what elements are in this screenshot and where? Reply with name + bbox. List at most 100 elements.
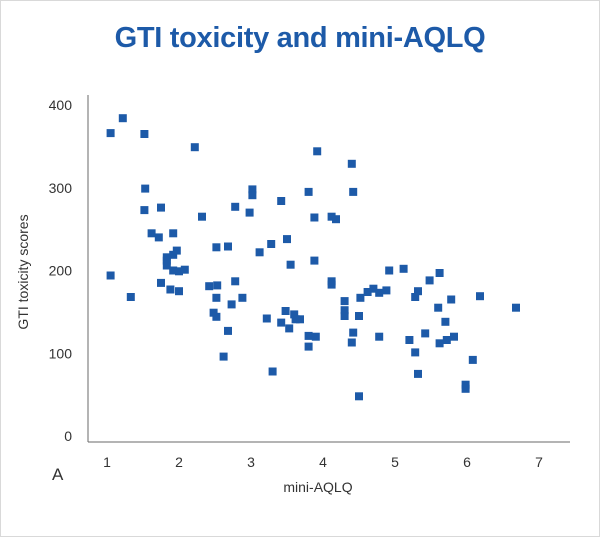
y-tick-label: 200 — [49, 263, 73, 279]
data-point — [347, 159, 356, 168]
data-point — [224, 242, 232, 251]
data-point — [512, 303, 520, 312]
x-tick-label: 5 — [391, 454, 399, 470]
data-point — [434, 303, 443, 312]
y-tick-label: 300 — [49, 180, 73, 196]
panel-label: A — [52, 465, 64, 484]
data-point — [162, 261, 171, 270]
data-point — [118, 114, 127, 123]
data-point — [147, 229, 156, 238]
data-point — [238, 293, 247, 302]
data-point — [304, 331, 313, 340]
data-point — [340, 297, 349, 306]
data-point — [349, 328, 358, 337]
data-point — [411, 348, 420, 357]
data-point — [375, 332, 384, 341]
data-point — [248, 191, 257, 200]
data-point — [141, 184, 150, 193]
y-tick-labels: 0 100 200 300 400 — [49, 97, 73, 444]
data-point — [175, 287, 183, 296]
x-tick-labels: 1 2 3 4 5 6 7 — [103, 454, 543, 470]
data-point — [268, 367, 277, 376]
data-point — [421, 329, 430, 338]
data-point — [172, 246, 181, 255]
data-point — [327, 212, 336, 221]
data-point — [231, 277, 240, 286]
data-point — [461, 384, 470, 393]
data-point — [435, 339, 444, 348]
data-point — [296, 315, 304, 324]
data-point — [356, 293, 365, 302]
data-point — [140, 206, 149, 215]
data-point — [245, 208, 254, 217]
data-point — [369, 284, 378, 293]
data-point — [414, 287, 422, 296]
data-point — [154, 233, 163, 242]
data-point — [304, 187, 313, 196]
data-point — [363, 288, 372, 296]
data-point — [311, 332, 320, 341]
data-point — [162, 256, 171, 265]
data-point — [277, 318, 286, 327]
data-point — [140, 130, 149, 138]
data-point — [411, 293, 420, 301]
data-point — [290, 310, 299, 319]
data-point — [166, 285, 175, 294]
chart-title: GTI toxicity and mini-AQLQ — [114, 22, 486, 54]
data-point — [224, 326, 232, 335]
data-point — [304, 342, 313, 351]
data-point — [213, 281, 222, 290]
data-point — [262, 314, 271, 323]
data-point — [340, 306, 349, 315]
data-point — [198, 212, 206, 221]
data-point — [340, 312, 349, 320]
data-point — [355, 312, 363, 320]
data-point — [281, 307, 290, 315]
data-point — [468, 355, 477, 364]
data-point — [157, 278, 165, 287]
data-point — [212, 312, 221, 321]
x-tick-label: 7 — [535, 454, 543, 470]
data-point — [399, 264, 408, 273]
data-point — [382, 286, 391, 295]
data-point — [450, 332, 458, 341]
data-point — [283, 235, 291, 244]
data-point — [180, 265, 189, 274]
data-point — [310, 256, 319, 265]
data-point — [461, 380, 470, 389]
data-point — [106, 129, 115, 138]
y-tick-label: 100 — [49, 345, 73, 361]
data-point — [209, 308, 218, 317]
data-point — [332, 215, 340, 224]
data-point — [310, 213, 319, 222]
data-point — [169, 229, 178, 238]
y-tick-label: 400 — [49, 97, 73, 113]
data-point — [313, 147, 322, 156]
data-point — [347, 338, 356, 347]
x-tick-label: 2 — [175, 454, 183, 470]
x-tick-label: 3 — [247, 454, 255, 470]
data-point — [231, 202, 240, 211]
data-point — [405, 336, 414, 344]
data-point — [190, 143, 199, 152]
data-point — [212, 243, 221, 252]
data-point — [291, 315, 300, 324]
x-axis-label: mini-AQLQ — [283, 479, 352, 495]
axes — [87, 95, 570, 443]
data-point — [227, 300, 236, 309]
y-axis-label: GTI toxicity scores — [15, 214, 31, 329]
data-point — [219, 352, 228, 361]
data-point — [349, 187, 358, 196]
data-point — [447, 295, 456, 304]
data-points — [106, 114, 520, 401]
data-point — [126, 293, 135, 301]
data-point — [255, 248, 264, 257]
data-point — [355, 392, 363, 401]
data-point — [285, 324, 294, 333]
data-point — [157, 203, 165, 212]
data-point — [414, 369, 422, 378]
data-point — [248, 185, 257, 194]
y-tick-label: 0 — [64, 428, 72, 444]
data-point — [106, 271, 115, 280]
